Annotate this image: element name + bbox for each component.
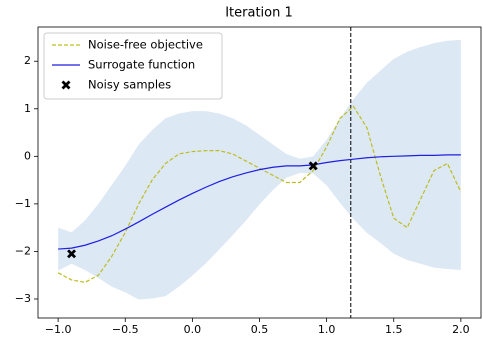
legend-text: Noisy samples [88, 78, 171, 92]
x-tick-label: 1.0 [318, 323, 336, 336]
y-tick-label: 0 [24, 149, 31, 162]
x-tick-label: −0.5 [112, 323, 139, 336]
chart-title: Iteration 1 [225, 6, 293, 21]
series-line [57, 105, 462, 283]
y-tick-label: −1 [15, 197, 31, 210]
x-tick-label: 0.5 [251, 323, 269, 336]
x-tick-label: 0.0 [184, 323, 202, 336]
y-tick-label: 1 [24, 102, 31, 115]
y-tick-label: 2 [24, 54, 31, 67]
sample-marker [67, 249, 77, 259]
legend-swatch [61, 80, 71, 90]
x-tick-label: 1.5 [385, 323, 403, 336]
legend-box [43, 32, 223, 100]
series-line [58, 154, 461, 250]
legend-text: Noise-free objective [88, 38, 203, 52]
x-tick-label: −1.0 [45, 323, 72, 336]
legend-text: Surrogate function [88, 58, 195, 72]
sample-marker [308, 161, 318, 171]
y-tick-label: −2 [15, 244, 31, 257]
y-tick-label: −3 [15, 292, 31, 305]
x-tick-label: 2.0 [452, 323, 470, 336]
plot-area [57, 27, 462, 318]
